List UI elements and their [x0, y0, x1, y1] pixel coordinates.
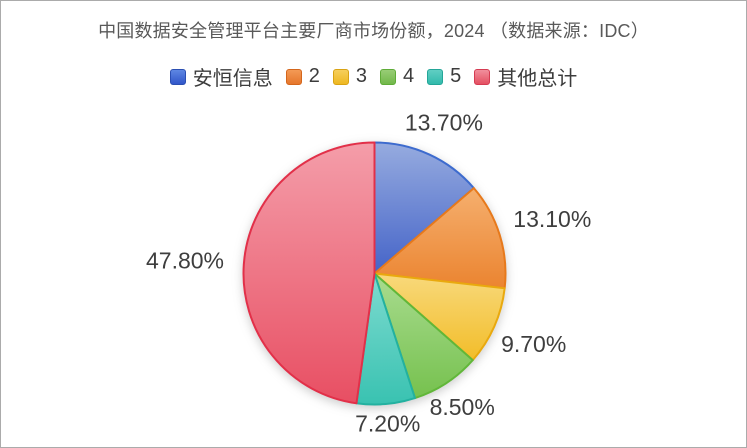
pie-slice-2[interactable] — [373, 272, 506, 362]
pie-slice-5[interactable] — [242, 141, 376, 405]
pie-value-label: 13.70% — [405, 109, 483, 135]
legend-item-0[interactable]: 安恒信息 — [169, 62, 273, 91]
pie-group — [242, 141, 507, 406]
legend-swatch-icon — [169, 68, 186, 85]
legend-label: 其他总计 — [497, 68, 578, 90]
pie-slice-1[interactable] — [373, 187, 507, 290]
legend-item-3[interactable]: 4 — [380, 65, 414, 88]
legend-label: 安恒信息 — [192, 68, 273, 90]
legend-item-4[interactable]: 5 — [427, 65, 461, 88]
legend-swatch-icon — [427, 68, 444, 85]
legend-swatch-icon — [332, 68, 349, 85]
pie-label-group: 13.70% 13.10% 9.70% 8.50% 7.20% 47.80% — [146, 109, 591, 436]
pie-value-label: 47.80% — [146, 247, 224, 273]
legend-swatch-icon — [285, 68, 302, 85]
pie-value-label: 9.70% — [501, 331, 566, 357]
legend-label: 3 — [355, 65, 367, 87]
legend-item-2[interactable]: 3 — [332, 65, 367, 88]
chart-title: 中国数据安全管理平台主要厂商市场份额，2024 （数据来源：IDC） — [98, 21, 649, 41]
legend-swatch-icon — [380, 68, 396, 85]
legend-label: 5 — [450, 65, 462, 87]
legend-item-5[interactable]: 其他总计 — [474, 62, 577, 91]
pie-value-label: 7.20% — [355, 411, 420, 437]
pie-value-label: 13.10% — [513, 206, 591, 232]
pie-slice-0[interactable] — [373, 141, 475, 275]
pie-value-label: 8.50% — [430, 394, 495, 420]
legend: 安恒信息 2 3 4 5 其他总计 — [1, 62, 746, 91]
legend-item-1[interactable]: 2 — [285, 65, 320, 88]
legend-label: 2 — [308, 65, 320, 87]
legend-swatch-icon — [474, 68, 491, 85]
legend-label: 4 — [403, 65, 415, 87]
